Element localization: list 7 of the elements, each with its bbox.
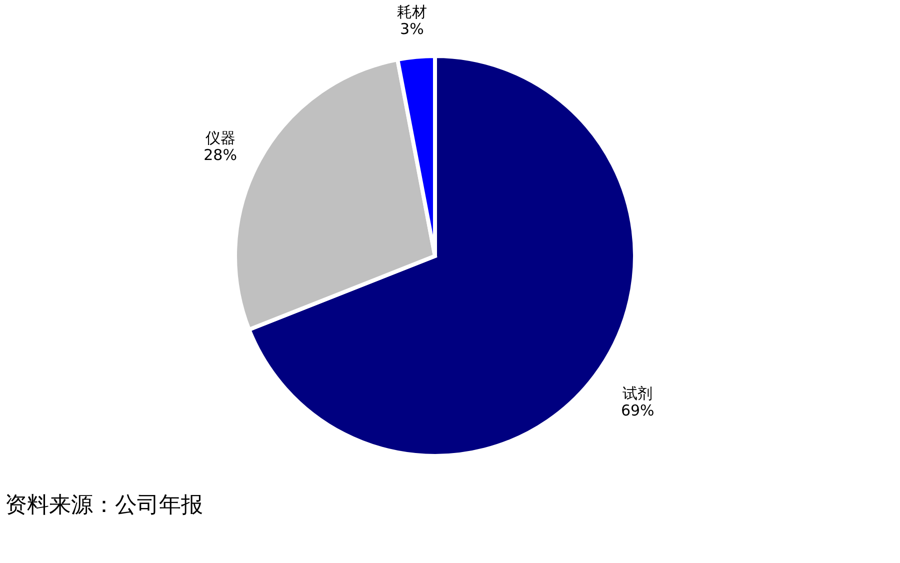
data-label: 28% [204,146,237,164]
text: 资料来源：公司年报 [5,493,203,518]
data-label: 3% [400,20,424,38]
slice-label: 仪器 [205,128,236,147]
slice-label: 试剂 [622,384,653,403]
data-label: 69% [620,402,654,420]
slice-label: 耗材 [396,3,427,22]
